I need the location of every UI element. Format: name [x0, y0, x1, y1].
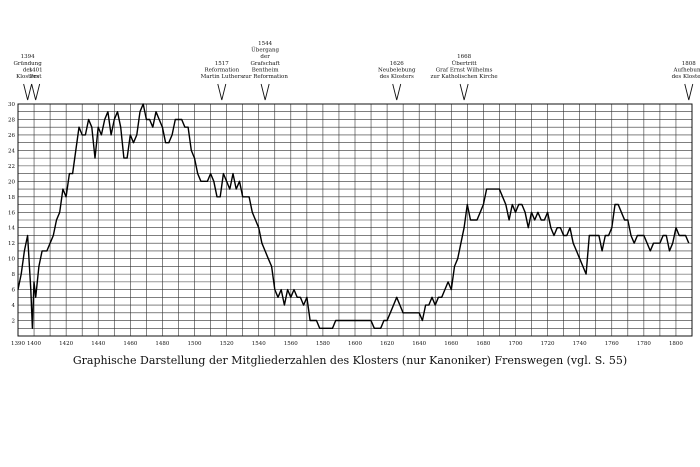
chart-caption: Graphische Darstellung der Mitgliederzah… [72, 354, 628, 367]
x-tick-label: 1390 [11, 341, 25, 347]
annotation-text: Übergang [251, 47, 279, 54]
y-tick-label: 4 [12, 303, 16, 309]
x-tick-label: 1720 [541, 341, 555, 347]
annotation-text: Reformation [204, 67, 239, 73]
annotation-text: Pest [30, 74, 43, 80]
y-tick-label: 28 [8, 117, 15, 123]
event-marker [260, 83, 270, 101]
y-tick-label: 18 [8, 195, 15, 201]
y-tick-label: 2 [12, 319, 16, 325]
annotation-text: 1668 [457, 54, 471, 60]
annotation-text: des [23, 67, 33, 73]
annotation-text: 1517 [215, 61, 229, 67]
x-tick-label: 1780 [637, 341, 651, 347]
annotation-text: zur Katholischen Kirche [431, 74, 498, 80]
y-tick-label: 6 [12, 288, 16, 294]
y-tick-label: 24 [8, 148, 15, 154]
annotation-text: Klosters [16, 74, 39, 80]
x-tick-label: 1800 [669, 341, 683, 347]
annotation-text: 1544 [258, 41, 272, 47]
y-tick-label: 16 [8, 210, 15, 216]
annotation-text: 1626 [390, 61, 404, 67]
x-tick-label: 1560 [284, 341, 298, 347]
x-tick-label: 1700 [508, 341, 522, 347]
annotation-text: der [260, 54, 270, 60]
annotation-text: 1808 [682, 61, 696, 67]
x-tick-label: 1600 [348, 341, 362, 347]
y-tick-label: 22 [8, 164, 15, 170]
annotation-text: Neubelebung [378, 67, 416, 73]
plot-frame [17, 103, 693, 337]
annotation-text: Aufhebung [673, 67, 700, 73]
y-tick-label: 20 [8, 179, 15, 185]
x-tick-label: 1500 [188, 341, 202, 347]
grid [17, 103, 693, 337]
x-tick-label: 1440 [91, 341, 105, 347]
annotation-text: Graf Ernst Wilhelms [436, 67, 493, 73]
x-tick-label: 1460 [123, 341, 137, 347]
annotation-text: Bentheim [252, 67, 280, 73]
annotation-text: des Klosters [672, 74, 700, 80]
y-tick-label: 8 [12, 272, 16, 278]
series-line-group [17, 103, 690, 329]
x-tick-label: 1580 [316, 341, 330, 347]
annotation-text: 1401 [29, 67, 43, 73]
event-marker [23, 83, 33, 101]
x-tick-label: 1640 [412, 341, 426, 347]
y-tick-label: 30 [8, 102, 15, 108]
x-tick-label: 1420 [59, 341, 73, 347]
y-tick-label: 10 [8, 257, 15, 263]
x-tick-label: 1760 [605, 341, 619, 347]
x-tick-label: 1540 [252, 341, 266, 347]
y-tick-label: 14 [8, 226, 15, 232]
annotation-text: des Klosters [380, 74, 414, 80]
x-tick-label: 1520 [220, 341, 234, 347]
y-tick-label: 12 [8, 241, 15, 247]
x-tick-label: 1480 [155, 341, 169, 347]
annotation-text: Martin Luthers [201, 74, 244, 80]
x-tick-label: 1620 [380, 341, 394, 347]
event-marker [31, 83, 41, 101]
event-annotation: 1808Aufhebungdes Klosters [672, 61, 700, 101]
series-line [17, 103, 690, 329]
annotation-text: 1394 [21, 54, 35, 60]
x-tick-label: 1680 [476, 341, 490, 347]
x-tick-label: 1660 [444, 341, 458, 347]
annotation-text: Gründung [14, 61, 43, 67]
event-marker [459, 83, 469, 101]
event-marker [217, 83, 227, 101]
event-marker [392, 83, 402, 101]
annotation-text: zur Reformation [242, 74, 288, 80]
y-tick-label: 26 [8, 133, 15, 139]
x-tick-label: 1400 [27, 341, 41, 347]
event-marker [684, 83, 694, 101]
annotation-text: Grafschaft [250, 61, 280, 67]
annotation-text: Übertritt [452, 60, 478, 67]
x-tick-label: 1740 [573, 341, 587, 347]
